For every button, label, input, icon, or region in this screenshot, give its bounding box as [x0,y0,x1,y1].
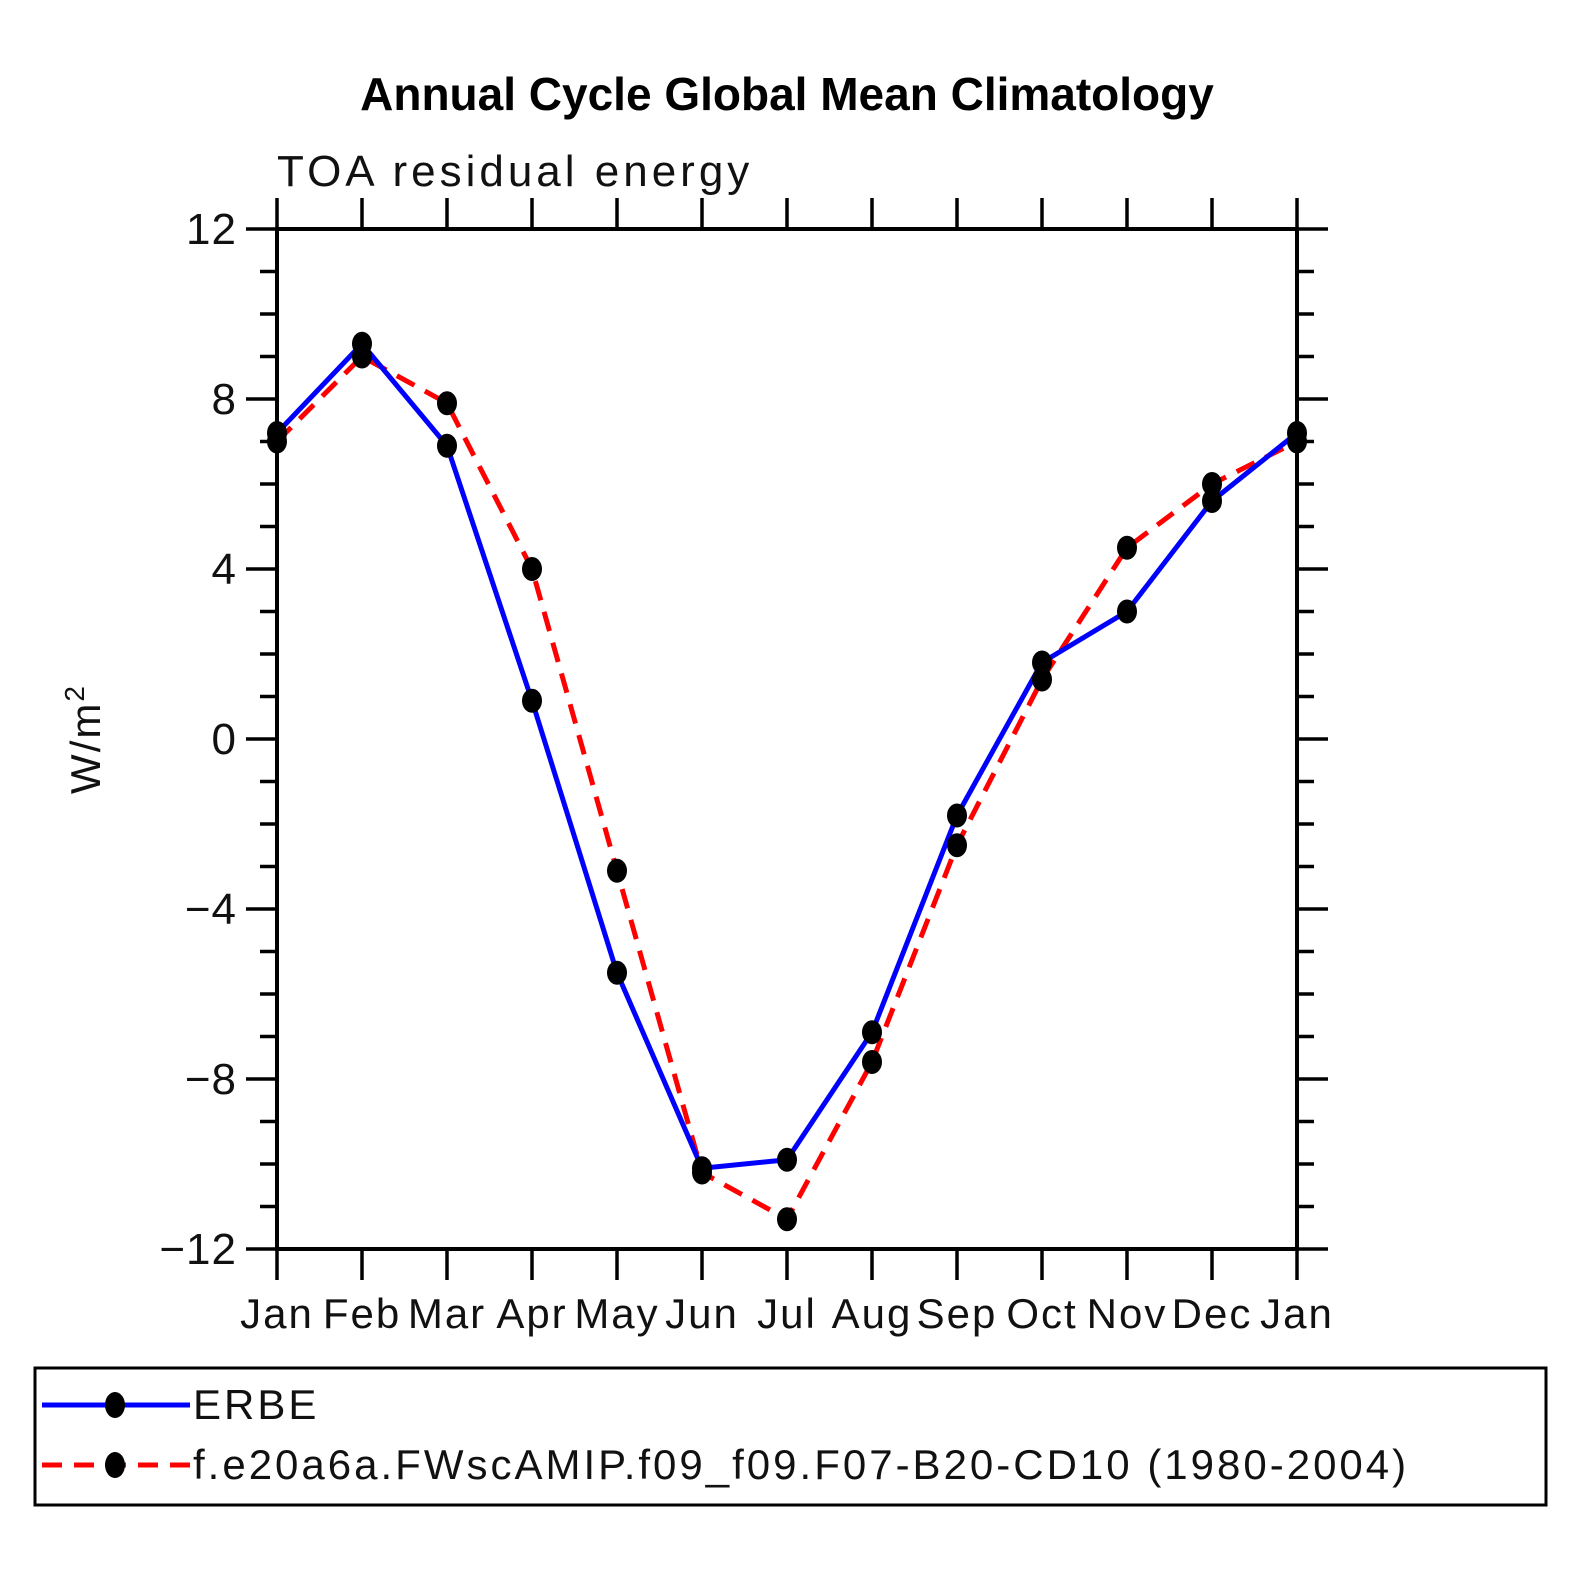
data-point-erbe [777,1147,797,1172]
legend-marker-model [105,1452,125,1478]
legend-box: ERBE f.e20a6a.FWscAMIP.f09_f09.F07-B20-C… [33,1366,1548,1507]
plot-series [275,341,1299,1222]
data-point-erbe [947,803,967,828]
x-tick-label: Jul [757,1290,817,1337]
y-tick-label: −4 [185,885,237,934]
data-point-model [1117,535,1137,560]
x-tick-label: Sep [917,1290,998,1337]
data-point-model [862,1050,882,1074]
x-tick-label: Jun [665,1290,739,1337]
chart-title: Annual Cycle Global Mean Climatology [360,68,1214,120]
data-point-erbe [437,433,457,458]
y-axis-title-base: W/m [62,702,109,794]
y-tick-label: 0 [212,715,237,764]
x-tick-label: Nov [1087,1290,1168,1337]
series-line-model [275,354,1299,1222]
x-tick-label: Jan [1260,1290,1334,1337]
plot-markers [267,331,1307,1232]
plot-axes [246,198,1328,1280]
x-tick-label: May [574,1290,659,1337]
axis-tick-labels: Jan Feb Mar Apr May Jun Jul Aug Sep Oct Nov Dec Jan−… [159,205,1334,1337]
data-point-erbe [692,1156,712,1181]
x-tick-label: Aug [832,1290,913,1337]
data-point-model [607,858,627,883]
y-axis-title-superscript: 2 [59,684,90,702]
legend-entry-erbe: ERBE [42,1381,319,1428]
data-point-erbe [1032,650,1052,675]
legend-border [33,1366,1548,1507]
data-point-model [522,557,542,581]
x-tick-label: Oct [1006,1290,1077,1337]
data-point-model [437,391,457,416]
data-point-erbe [352,331,372,356]
data-point-erbe [522,688,542,713]
plot-frame [275,227,1299,1251]
data-point-erbe [862,1020,882,1045]
legend-entry-model: f.e20a6a.FWscAMIP.f09_f09.F07-B20-CD10 (… [42,1441,1409,1488]
data-point-erbe [267,421,287,445]
y-tick-label: 8 [212,375,237,424]
legend-label-erbe: ERBE [193,1381,319,1428]
y-axis-title: W/m2 [59,684,109,794]
data-point-model [1032,667,1052,692]
x-tick-label: Apr [496,1290,567,1337]
y-tick-label: 4 [212,545,237,594]
data-point-erbe [1117,599,1137,624]
legend-marker-erbe [105,1392,125,1418]
series-line-erbe [275,341,1299,1171]
x-tick-label: Mar [408,1290,486,1337]
data-point-model [947,833,967,858]
data-point-erbe [607,960,627,985]
data-point-erbe [1287,421,1307,445]
y-tick-label: 12 [186,205,237,254]
legend-label-model: f.e20a6a.FWscAMIP.f09_f09.F07-B20-CD10 (… [193,1441,1409,1488]
data-point-model [777,1207,797,1232]
chart-subtitle: TOA residual energy [277,147,753,196]
y-tick-label: −12 [159,1225,237,1274]
x-tick-label: Dec [1172,1290,1253,1337]
x-tick-label: Jan [240,1290,314,1337]
y-tick-label: −8 [185,1055,237,1104]
data-point-erbe [1202,489,1222,513]
x-tick-label: Feb [323,1290,401,1337]
data-point-model [1202,472,1222,496]
